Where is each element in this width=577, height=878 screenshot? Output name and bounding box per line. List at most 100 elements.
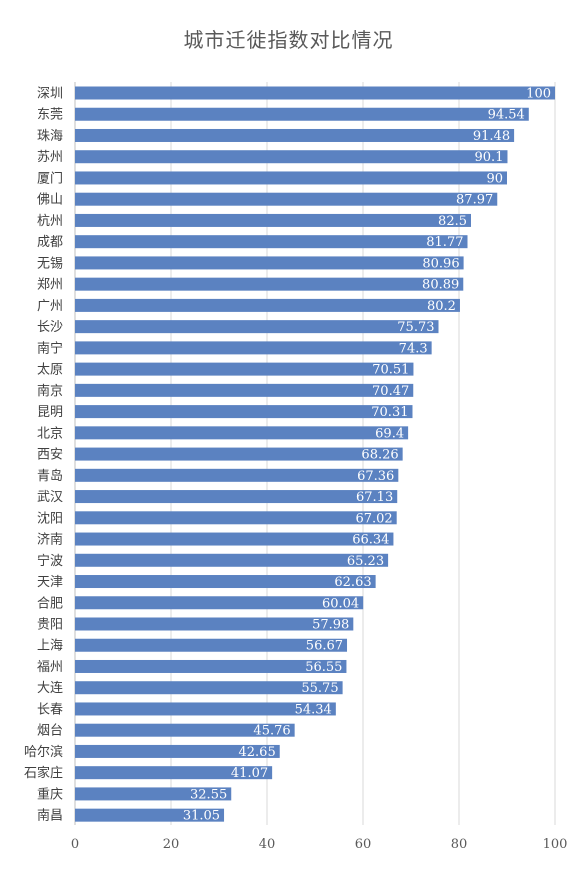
data-label: 66.34 <box>352 533 389 548</box>
data-label: 56.67 <box>306 639 343 654</box>
data-label: 75.73 <box>397 320 434 335</box>
data-label: 54.34 <box>295 702 332 717</box>
bar <box>75 575 376 589</box>
bar <box>75 298 460 312</box>
category-label: 上海 <box>37 639 63 654</box>
bar <box>75 702 336 716</box>
data-label: 74.3 <box>399 341 428 356</box>
category-label: 南京 <box>37 383 63 399</box>
data-label: 69.4 <box>375 426 404 441</box>
bar <box>75 596 364 610</box>
bars <box>75 86 555 822</box>
category-label: 苏州 <box>37 149 63 165</box>
data-label: 32.55 <box>190 787 227 802</box>
category-label: 宁波 <box>37 553 63 569</box>
bar <box>75 362 414 376</box>
category-label: 深圳 <box>37 87 63 102</box>
bar <box>75 192 498 206</box>
data-label: 68.26 <box>361 448 398 463</box>
data-label: 56.55 <box>305 660 342 675</box>
x-tick-label: 60 <box>355 837 372 852</box>
category-label: 杭州 <box>37 214 63 229</box>
category-label: 佛山 <box>37 193 63 208</box>
data-label: 41.07 <box>231 766 268 781</box>
bar <box>75 383 414 397</box>
category-label: 哈尔滨 <box>24 744 63 760</box>
data-label: 100 <box>526 87 551 102</box>
bar <box>75 808 225 822</box>
data-label: 62.63 <box>334 575 371 590</box>
bar <box>75 320 439 334</box>
data-label: 80.89 <box>422 278 459 293</box>
bar <box>75 277 464 291</box>
x-tick-label: 40 <box>259 837 276 852</box>
bar <box>75 447 403 461</box>
data-label: 80.96 <box>422 256 459 271</box>
data-label: 67.13 <box>356 490 393 505</box>
category-label: 青岛 <box>37 468 63 484</box>
bar <box>75 511 397 525</box>
bar <box>75 235 468 249</box>
category-label: 南宁 <box>37 340 63 356</box>
category-label: 郑州 <box>37 278 63 293</box>
bar <box>75 766 273 780</box>
bar <box>75 426 409 440</box>
category-label: 南昌 <box>37 808 63 824</box>
data-label: 87.97 <box>456 193 493 208</box>
x-tick-label: 20 <box>163 837 180 852</box>
x-tick-label: 80 <box>451 837 468 852</box>
bar <box>75 553 389 567</box>
category-label: 石家庄 <box>24 765 63 781</box>
bar <box>75 86 555 100</box>
category-label: 天津 <box>37 575 63 590</box>
data-label: 65.23 <box>347 554 384 569</box>
category-label: 长春 <box>37 702 63 717</box>
bar <box>75 787 232 801</box>
bar <box>75 659 347 673</box>
bar <box>75 405 413 419</box>
category-label: 长沙 <box>37 320 63 335</box>
bar <box>75 490 398 504</box>
category-label: 重庆 <box>37 786 63 802</box>
category-label: 厦门 <box>37 171 63 186</box>
bar <box>75 213 471 227</box>
bar <box>75 171 507 185</box>
bar <box>75 128 515 142</box>
category-label: 无锡 <box>37 256 63 271</box>
data-label: 70.47 <box>372 384 409 399</box>
data-label: 91.48 <box>473 129 510 144</box>
data-label: 67.02 <box>355 511 392 526</box>
category-label: 北京 <box>37 426 63 441</box>
data-label: 45.76 <box>253 724 290 739</box>
data-label: 70.31 <box>371 405 408 420</box>
bar <box>75 638 348 652</box>
category-label: 大连 <box>37 680 63 696</box>
data-label: 42.65 <box>239 745 276 760</box>
category-label: 昆明 <box>37 405 63 420</box>
data-label: 90 <box>486 171 503 186</box>
data-label: 81.77 <box>426 235 463 250</box>
chart-title: 城市迁徙指数对比情况 <box>183 28 394 52</box>
category-label: 合肥 <box>37 596 63 611</box>
category-labels: 深圳东莞珠海苏州厦门佛山杭州成都无锡郑州广州长沙南宁太原南京昆明北京西安青岛武汉… <box>24 87 63 824</box>
bar <box>75 681 343 695</box>
category-label: 东莞 <box>37 108 63 123</box>
category-label: 福州 <box>37 660 63 675</box>
category-label: 武汉 <box>37 490 63 505</box>
x-tick-label: 0 <box>71 837 79 852</box>
data-label: 94.54 <box>488 108 525 123</box>
bar <box>75 341 432 355</box>
category-label: 珠海 <box>37 129 63 144</box>
bar <box>75 150 508 164</box>
category-label: 西安 <box>37 448 63 463</box>
x-tick-label: 100 <box>543 837 568 852</box>
category-label: 沈阳 <box>37 511 63 526</box>
bar <box>75 723 295 737</box>
data-label: 55.75 <box>301 681 338 696</box>
data-label: 82.5 <box>438 214 467 229</box>
category-label: 烟台 <box>37 724 63 739</box>
data-label: 57.98 <box>312 618 349 633</box>
category-label: 贵阳 <box>37 618 63 633</box>
category-label: 济南 <box>37 532 63 548</box>
